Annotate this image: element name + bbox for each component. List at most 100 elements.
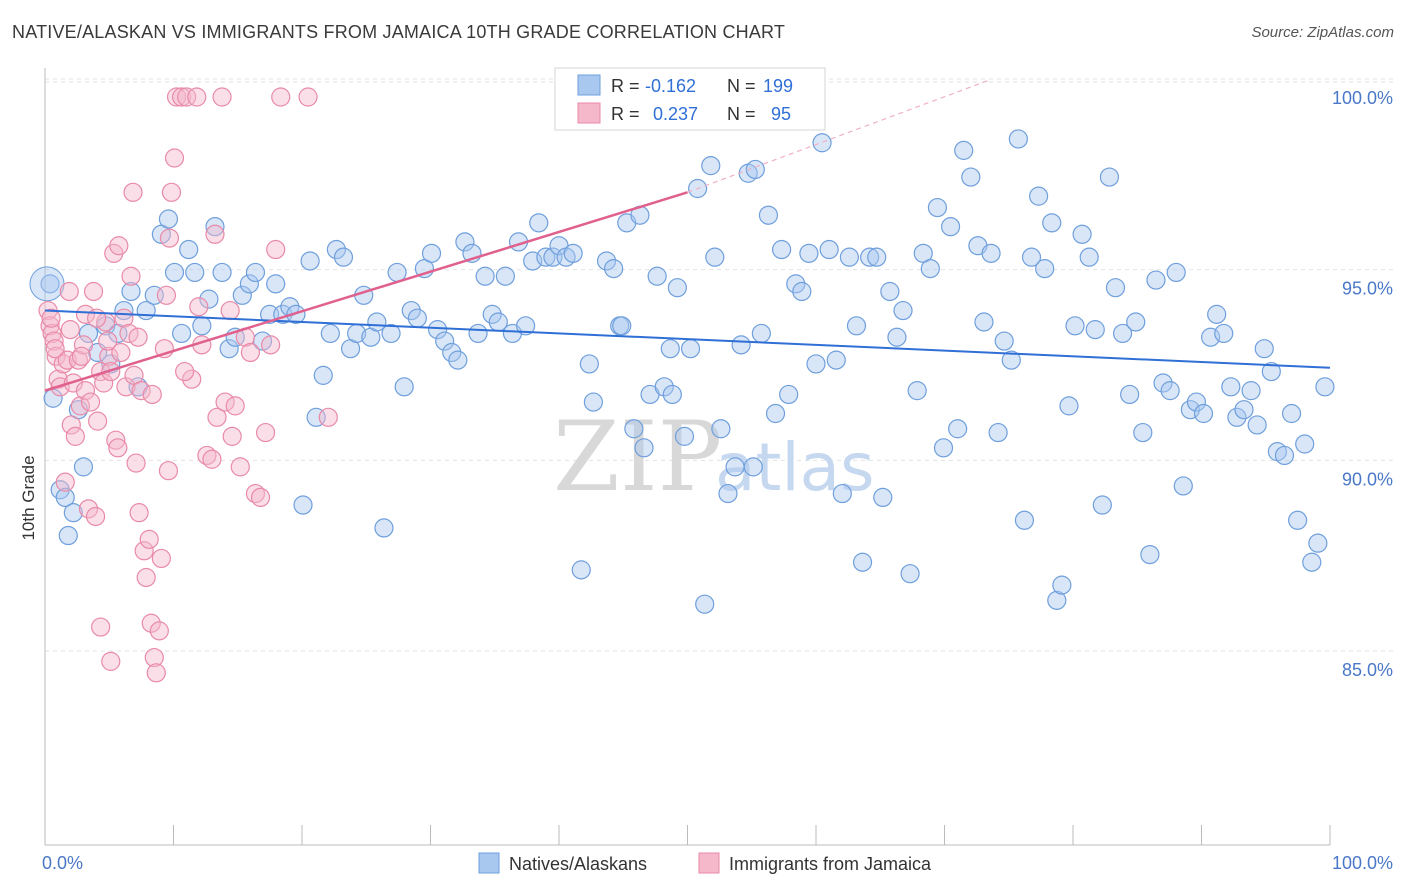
trend-line-natives [44,309,1331,369]
natives-point [407,308,427,328]
natives-point [1014,510,1035,530]
jamaica-point [212,87,232,107]
natives-point [743,457,763,477]
natives-point [786,274,806,294]
natives-point [1001,350,1021,370]
jamaica-point [48,369,68,389]
jamaica-point [61,415,81,435]
chart-title: NATIVE/ALASKAN VS IMMIGRANTS FROM JAMAIC… [12,22,786,42]
jamaica-point [159,228,180,248]
natives-point [1315,377,1335,397]
natives-point [981,243,1001,263]
natives-point [1052,575,1072,595]
natives-point [1099,167,1120,187]
legend-n-label-1: N = [727,76,756,96]
jamaica-point [65,426,85,446]
natives-point [212,262,232,283]
natives-point [806,354,826,374]
natives-point [1288,510,1308,530]
natives-point [495,266,515,286]
natives-point [695,594,715,614]
natives-point [1042,213,1062,233]
natives-point [40,274,60,294]
natives-point [994,331,1014,351]
watermark-zip: ZIP [553,401,722,513]
legend-r-label-2: R = [611,104,640,124]
y-axis-label: 10th Grade [19,455,38,540]
jamaica-point [318,407,338,427]
natives-point [1021,247,1042,267]
jamaica-point [230,457,250,477]
natives-point [55,487,75,507]
jamaica-point [55,472,75,492]
jamaica-point [136,567,156,588]
natives-point [320,323,340,344]
natives-point [751,323,771,344]
jamaica-point [98,331,118,351]
jamaica-point [141,613,161,633]
natives-point [427,320,448,340]
natives-point [245,262,266,283]
legend-swatch-blue [577,74,601,96]
natives-point [974,312,994,332]
natives-point [232,285,252,305]
jamaica-point [75,381,96,401]
series-legend: Natives/Alaskans Immigrants from Jamaica [478,852,932,874]
natives-point [705,247,725,267]
natives-point [660,339,680,359]
y-tick-label: 85.0% [1342,660,1393,680]
natives-point [954,140,974,160]
natives-point [401,300,421,321]
series-immigrants-jamaica [38,87,338,683]
natives-point [219,339,239,359]
jamaica-point [101,651,121,671]
natives-point [1126,312,1146,332]
jamaica-point [108,438,128,458]
natives-point [819,239,839,260]
natives-point [1092,495,1112,515]
natives-point [1173,476,1193,496]
natives-point [266,274,286,294]
jamaica-point [131,381,151,401]
jamaica-point [151,548,171,569]
jamaica-point [59,281,79,302]
jamaica-point [70,396,91,416]
jamaica-point [156,285,177,305]
jamaica-point [71,346,92,366]
natives-point [1153,373,1173,393]
bottom-legend-swatch-blue [478,852,500,874]
jamaica-point [88,411,108,431]
natives-point [179,239,199,260]
jamaica-point [261,335,281,355]
natives-point [1241,381,1261,401]
natives-point [1133,422,1153,443]
jamaica-point [171,87,192,107]
natives-point [435,331,455,351]
jamaica-point [240,342,260,363]
jamaica-point [158,461,179,481]
natives-point [1059,396,1079,416]
natives-point [239,274,259,294]
legend-n-label-2: N = [727,104,756,124]
natives-point [647,266,667,286]
natives-point [171,323,192,344]
jamaica-point [177,87,197,107]
jamaica-point [109,236,129,256]
natives-point [1254,339,1274,359]
natives-point [634,438,654,458]
jamaica-point [250,487,271,507]
x-tick-labels: 0.0% 100.0% [42,853,1393,873]
natives-point [583,392,604,412]
natives-point [1028,186,1049,206]
jamaica-point [255,422,276,443]
natives-point [826,350,846,370]
natives-point [873,487,893,507]
natives-point [442,342,462,363]
natives-point [718,483,738,504]
y-tick-label: 100.0% [1332,88,1393,108]
jamaica-point [225,396,245,416]
jamaica-point [182,369,202,389]
natives-point [1207,304,1227,324]
natives-point [158,209,179,229]
